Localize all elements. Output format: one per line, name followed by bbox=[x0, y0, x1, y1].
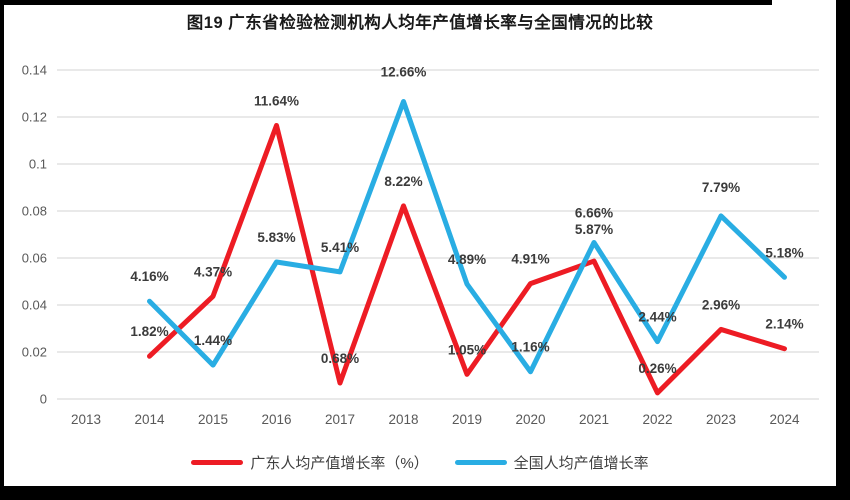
legend-swatch-guangdong-line bbox=[191, 459, 244, 465]
series-line-0 bbox=[147, 122, 787, 396]
data-point-label: 5.41% bbox=[321, 240, 359, 255]
data-point-label: 0.68% bbox=[321, 351, 359, 366]
x-axis-tick-label: 2021 bbox=[579, 412, 609, 427]
legend-item-guangdong: 广东人均产值增长率（%） bbox=[191, 452, 429, 473]
data-point-label: 4.37% bbox=[194, 264, 232, 279]
series-line-1 bbox=[147, 98, 787, 375]
data-point-label: 8.22% bbox=[384, 174, 422, 189]
x-axis-tick-label: 2022 bbox=[642, 412, 672, 427]
x-axis-tick-label: 2015 bbox=[198, 412, 228, 427]
y-axis-tick-label: 0.08 bbox=[22, 204, 47, 219]
data-point-label: 2.44% bbox=[638, 310, 676, 325]
x-axis-tick-label: 2024 bbox=[769, 412, 800, 427]
y-axis-tick-label: 0.06 bbox=[22, 251, 47, 266]
data-point-label: 1.16% bbox=[511, 340, 549, 355]
x-axis-tick-label: 2020 bbox=[515, 412, 545, 427]
data-point-label: 1.05% bbox=[448, 342, 486, 357]
y-axis-tick-label: 0.1 bbox=[29, 157, 47, 172]
data-point-label: 5.18% bbox=[765, 245, 803, 260]
data-point-label: 2.96% bbox=[702, 297, 740, 312]
data-point-label: 5.83% bbox=[257, 230, 295, 245]
frame-border-bottom bbox=[0, 486, 850, 500]
data-point-label: 0.26% bbox=[638, 361, 676, 376]
x-axis-tick-label: 2017 bbox=[325, 412, 355, 427]
data-point-label: 4.16% bbox=[130, 269, 168, 284]
data-point-label: 7.79% bbox=[702, 180, 740, 195]
frame-border-right bbox=[836, 0, 850, 500]
x-axis-tick-label: 2019 bbox=[452, 412, 482, 427]
chart-title: 图19 广东省检验检测机构人均年产值增长率与全国情况的比较 bbox=[186, 14, 654, 32]
data-point-label: 12.66% bbox=[381, 64, 427, 79]
legend-label-guangdong: 广东人均产值增长率（%） bbox=[250, 454, 429, 472]
frame-border-top bbox=[0, 0, 772, 5]
frame-border-left bbox=[0, 0, 4, 500]
data-point-label: 5.87% bbox=[575, 222, 613, 237]
x-axis-tick-label: 2023 bbox=[706, 412, 736, 427]
x-axis-tick-label: 2014 bbox=[134, 412, 165, 427]
y-axis-tick-label: 0 bbox=[40, 392, 47, 407]
y-axis-tick-label: 0.04 bbox=[22, 298, 47, 313]
data-point-label: 1.44% bbox=[194, 333, 232, 348]
data-point-label: 4.91% bbox=[511, 252, 549, 267]
y-axis-tick-label: 0.14 bbox=[22, 63, 47, 78]
legend-label-national: 全国人均产值增长率 bbox=[513, 454, 649, 472]
x-axis-tick-label: 2016 bbox=[261, 412, 291, 427]
x-axis-tick-label: 2013 bbox=[71, 412, 101, 427]
y-axis-tick-label: 0.02 bbox=[22, 345, 47, 360]
x-axis-tick-label: 2018 bbox=[388, 412, 418, 427]
data-point-label: 4.89% bbox=[448, 252, 486, 267]
legend-swatch-national-line bbox=[454, 459, 507, 465]
chart-legend: 广东人均产值增长率（%） 全国人均产值增长率 bbox=[4, 450, 836, 474]
data-point-label: 6.66% bbox=[575, 205, 613, 220]
data-point-label: 2.14% bbox=[765, 317, 803, 332]
data-point-label: 11.64% bbox=[254, 93, 299, 108]
legend-item-national: 全国人均产值增长率 bbox=[454, 452, 649, 473]
y-axis-tick-label: 0.12 bbox=[22, 110, 47, 125]
data-point-label: 1.82% bbox=[130, 324, 168, 339]
